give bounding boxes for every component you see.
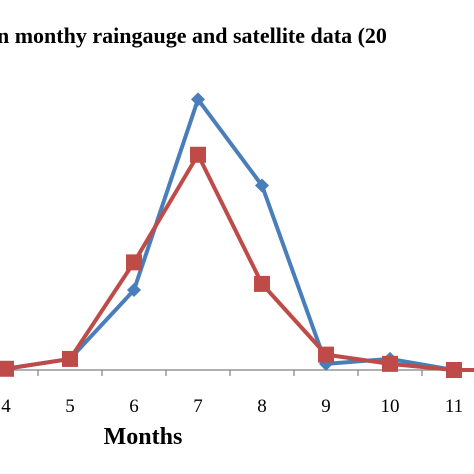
series-2-point	[382, 355, 398, 372]
x-tick-label: 6	[129, 396, 139, 417]
x-tick-marks	[37, 370, 423, 376]
series-2-point	[0, 360, 14, 377]
x-tick-label: 10	[381, 396, 400, 417]
x-tick-label: 5	[65, 396, 75, 417]
x-tick-label: 4	[1, 396, 11, 417]
series-1-point	[255, 178, 269, 193]
x-tick-label: 7	[193, 396, 203, 417]
x-tick-label: 11	[445, 396, 463, 417]
series-layer	[0, 92, 474, 378]
chart-title: n monthy raingauge and satellite data (2…	[0, 23, 387, 48]
series-2-point	[190, 146, 206, 163]
series-2-point	[446, 362, 462, 378]
series-2-point	[126, 254, 142, 271]
series-2-point	[254, 275, 270, 292]
x-tick-label: 8	[257, 396, 267, 417]
series-2-point	[62, 350, 78, 367]
series-1-line	[5, 97, 455, 372]
x-tick-label: 9	[321, 396, 331, 417]
x-tick-labels: 4 5 6 7 8 9 10 11	[1, 396, 463, 417]
series-1-point	[127, 283, 141, 298]
x-axis-label: Months	[104, 424, 183, 450]
series-1-point	[191, 92, 205, 107]
series-1	[0, 92, 461, 377]
series-2	[0, 146, 474, 378]
series-2-line	[5, 152, 474, 372]
series-2-point	[318, 346, 334, 363]
